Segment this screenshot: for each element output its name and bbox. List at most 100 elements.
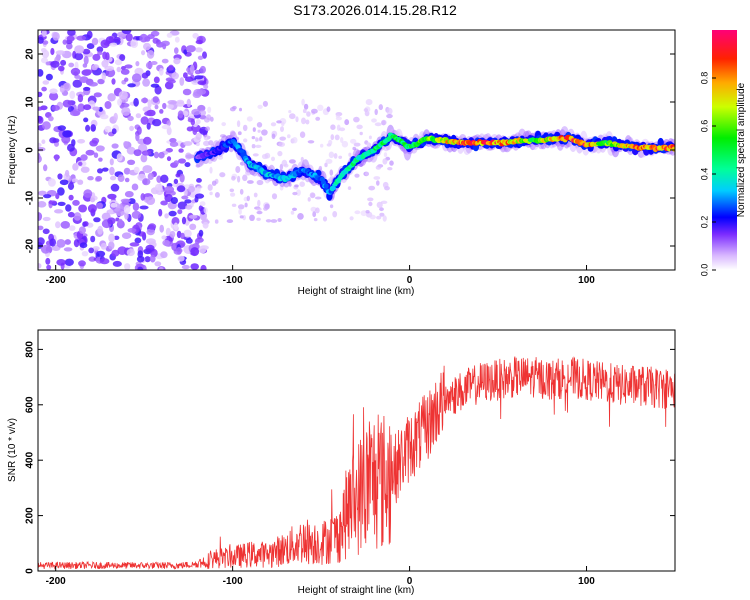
spectrogram-noise-cell xyxy=(164,213,169,219)
spectrogram-noise-cell xyxy=(46,264,52,270)
spectrogram-noise-cell xyxy=(62,39,68,45)
spectrogram-noise-cell xyxy=(206,114,212,121)
spectrogram-noise-cell xyxy=(146,50,155,59)
spectrogram-noise-cell xyxy=(55,193,60,200)
spectrogram-noise-cell xyxy=(45,73,53,81)
spectrogram-noise-cell xyxy=(78,161,83,166)
spectrogram-noise-cell xyxy=(261,129,268,136)
spectrogram-noise-cell xyxy=(179,77,185,86)
spectrogram-noise-cell xyxy=(146,228,155,236)
spectrogram-noise-cell xyxy=(111,78,116,85)
spectrogram-noise-cell xyxy=(67,182,75,190)
spectrogram-x-tick-label: 100 xyxy=(578,275,595,286)
spectrogram-noise-cell xyxy=(121,106,131,116)
spectrogram-noise-cell xyxy=(142,78,151,87)
spectrogram-noise-cell xyxy=(141,97,149,104)
spectrogram-noise-cell xyxy=(52,138,60,143)
spectrogram-noise-cell xyxy=(135,132,140,142)
spectrogram-noise-cell xyxy=(312,211,317,218)
spectrogram-noise-cell xyxy=(118,90,128,100)
spectrogram-noise-cell xyxy=(363,108,369,113)
snr-y-label: SNR (10 * v/v) xyxy=(7,418,18,482)
spectrogram-noise-cell xyxy=(38,155,42,163)
spectrogram-noise-cell xyxy=(229,107,236,112)
spectrogram-noise-cell xyxy=(132,202,140,211)
spectrogram-noise-cell xyxy=(313,218,318,222)
spectrogram-noise-cell xyxy=(165,227,171,237)
spectrogram-noise-cell xyxy=(95,175,103,182)
spectrogram-noise-cell xyxy=(114,59,123,66)
spectrogram-noise-cell xyxy=(376,215,382,220)
spectrogram-noise-cell xyxy=(143,42,151,51)
colorbar-label: Normalized spectral amplitude xyxy=(736,82,747,217)
spectrogram-noise-cell xyxy=(244,202,248,208)
spectrogram-noise-cell xyxy=(131,210,142,219)
spectrogram-noise-cell xyxy=(190,263,199,270)
spectrogram-noise-cell xyxy=(160,251,168,259)
spectrogram-noise-cell xyxy=(97,168,103,174)
snr-x-tick-label: 100 xyxy=(578,576,595,587)
spectrogram-noise-cell xyxy=(124,177,130,183)
spectrogram-noise-cell xyxy=(239,215,244,219)
spectrogram-noise-cell xyxy=(185,45,196,53)
spectrogram-noise-cell xyxy=(196,178,202,183)
spectrogram-noise-cell xyxy=(52,32,60,41)
spectrogram-noise-cell xyxy=(84,69,93,74)
spectrogram-noise-cell xyxy=(177,209,183,215)
spectrogram-noise-cell xyxy=(315,116,321,121)
spectrogram-noise-cell xyxy=(116,66,122,73)
spectrogram-noise-cell xyxy=(194,69,201,75)
spectrogram-noise-cell xyxy=(332,211,338,218)
spectrogram-noise-cell xyxy=(72,79,83,88)
snr-frame xyxy=(37,329,676,572)
spectrogram-noise-cell xyxy=(54,154,59,162)
spectrogram-noise-cell xyxy=(322,216,328,222)
spectrogram-noise-cell xyxy=(97,78,105,85)
spectrogram-noise-cell xyxy=(59,85,65,93)
spectrogram-noise-cell xyxy=(247,180,254,184)
spectrogram-noise-cell xyxy=(376,180,380,186)
spectrogram-noise-cell xyxy=(38,225,44,231)
spectrogram-noise-cell xyxy=(49,238,56,247)
spectrogram-noise-cell xyxy=(65,204,72,212)
spectrogram-noise-cell xyxy=(173,222,179,231)
spectrogram-y-tick-label: 10 xyxy=(25,96,36,108)
spectrogram-noise-cell xyxy=(261,153,269,160)
colorbar-tick-label: 0.8 xyxy=(699,72,709,85)
colorbar: 0.0 0.2 0.4 0.6 0.8 Normalized spectral ampl… xyxy=(699,30,747,276)
spectrogram-noise-cell xyxy=(178,148,184,153)
spectrogram-noise-cell xyxy=(236,120,241,128)
spectrogram-noise-cell xyxy=(217,155,224,160)
spectrogram-noise-cell xyxy=(200,264,207,270)
spectrogram-noise-cell xyxy=(281,121,285,127)
spectrogram-noise-cell xyxy=(182,88,192,96)
spectrogram-noise-cell xyxy=(144,111,153,116)
spectrogram-noise-cell xyxy=(242,124,248,132)
spectrogram-noise-cell xyxy=(66,35,75,42)
snr-y-ticks: 0 200 400 600 800 xyxy=(25,341,675,574)
spectrogram-noise-cell xyxy=(147,172,154,180)
spectrogram-noise-cell xyxy=(183,49,188,55)
spectrogram-noise-cell xyxy=(356,124,363,130)
snr-y-tick-label: 200 xyxy=(25,507,36,524)
spectrogram-noise-cell xyxy=(301,98,305,106)
spectrogram-noise-cell xyxy=(176,185,186,193)
spectrogram-noise-cell xyxy=(78,226,86,234)
spectrogram-noise-cell xyxy=(166,156,172,162)
spectrogram-noise-cell xyxy=(64,258,74,266)
spectrogram-noise-cell xyxy=(195,119,201,125)
spectrogram-noise-cell xyxy=(325,158,333,164)
spectrogram-noise-cell xyxy=(107,209,114,215)
spectrogram-noise-cell xyxy=(154,261,162,267)
spectrogram-noise-cell xyxy=(197,55,204,60)
spectrogram-noise-cell xyxy=(230,192,236,197)
spectrogram-noise-cell xyxy=(177,110,184,119)
spectrogram-noise-cell xyxy=(340,137,344,143)
spectrogram-noise-cell xyxy=(198,205,204,212)
colorbar-tick-label: 0.4 xyxy=(699,168,709,181)
spectrogram-noise-cell xyxy=(195,142,200,147)
spectrogram-noise-cell xyxy=(47,178,56,187)
spectrogram-noise-cell xyxy=(124,263,131,270)
spectrogram-noise-cell xyxy=(77,179,84,185)
